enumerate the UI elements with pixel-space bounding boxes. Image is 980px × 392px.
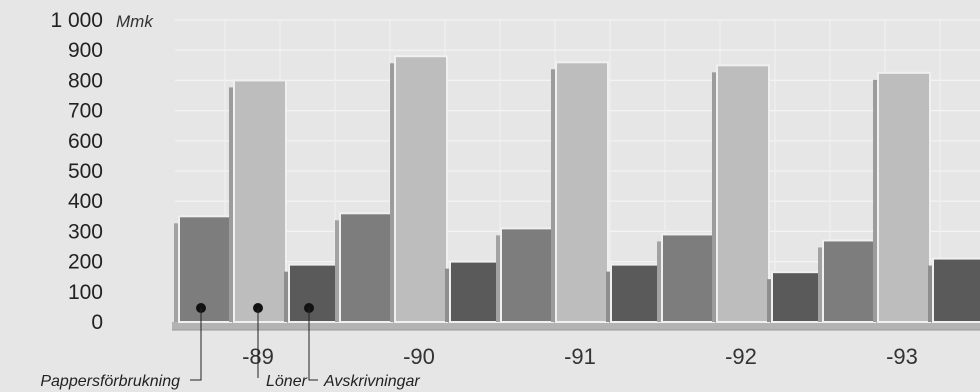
bar-side	[873, 79, 878, 322]
bar	[394, 55, 448, 324]
chart-floor	[172, 322, 980, 330]
bar-side	[657, 241, 662, 322]
bar	[822, 239, 876, 324]
x-tick-label: -90	[403, 344, 435, 369]
bar-side	[818, 247, 823, 322]
bar	[932, 257, 980, 323]
y-tick-label: 1 000	[50, 9, 103, 32]
legend: Pappersförbrukning Löner Avskrivningar	[40, 303, 420, 390]
bar-side	[551, 69, 556, 322]
bar	[716, 64, 770, 324]
bar	[555, 61, 609, 323]
bar	[233, 79, 287, 324]
bar-side	[496, 235, 501, 322]
y-tick-label: 300	[68, 220, 103, 243]
x-tick-label: -93	[886, 344, 918, 369]
bar	[771, 271, 825, 324]
bar	[500, 227, 554, 324]
legend-label: Avskrivningar	[323, 373, 420, 390]
y-tick-label: 800	[68, 69, 103, 92]
y-tick-label: 200	[68, 251, 103, 274]
y-unit-label: Mmk	[116, 12, 154, 31]
bar-side	[284, 271, 289, 322]
bar	[610, 263, 664, 323]
x-tick-label: -92	[725, 344, 757, 369]
y-tick-label: 100	[68, 281, 103, 304]
bar-side	[335, 220, 340, 322]
legend-label: Löner	[266, 373, 308, 390]
y-tick-label: 700	[68, 100, 103, 123]
x-axis: -89 -90 -91 -92 -93	[242, 344, 918, 369]
y-tick-label: 500	[68, 160, 103, 183]
bar-side	[767, 279, 772, 322]
y-tick-label: 900	[68, 39, 103, 62]
y-tick-label: 400	[68, 190, 103, 213]
y-tick-label: 0	[91, 311, 103, 334]
y-tick-label: 600	[68, 130, 103, 153]
legend-leader	[190, 308, 202, 381]
bar	[449, 260, 503, 324]
y-axis: 0 100 200 300 400 500 600 700 800 900 1 000	[50, 9, 103, 334]
bar	[877, 71, 931, 323]
bar-side	[229, 87, 234, 323]
bar	[288, 263, 342, 323]
bar-side	[174, 223, 179, 322]
bar	[661, 233, 715, 323]
legend-label: Pappersförbrukning	[40, 373, 180, 390]
legend-leader	[308, 308, 318, 381]
bar-side	[606, 271, 611, 322]
bar-side	[390, 63, 395, 323]
bar-side	[712, 72, 717, 322]
bar	[339, 212, 393, 323]
bars	[172, 55, 980, 331]
x-tick-label: -91	[564, 344, 596, 369]
bar-side	[445, 268, 450, 322]
bar-side	[928, 265, 933, 322]
bar	[178, 215, 232, 323]
